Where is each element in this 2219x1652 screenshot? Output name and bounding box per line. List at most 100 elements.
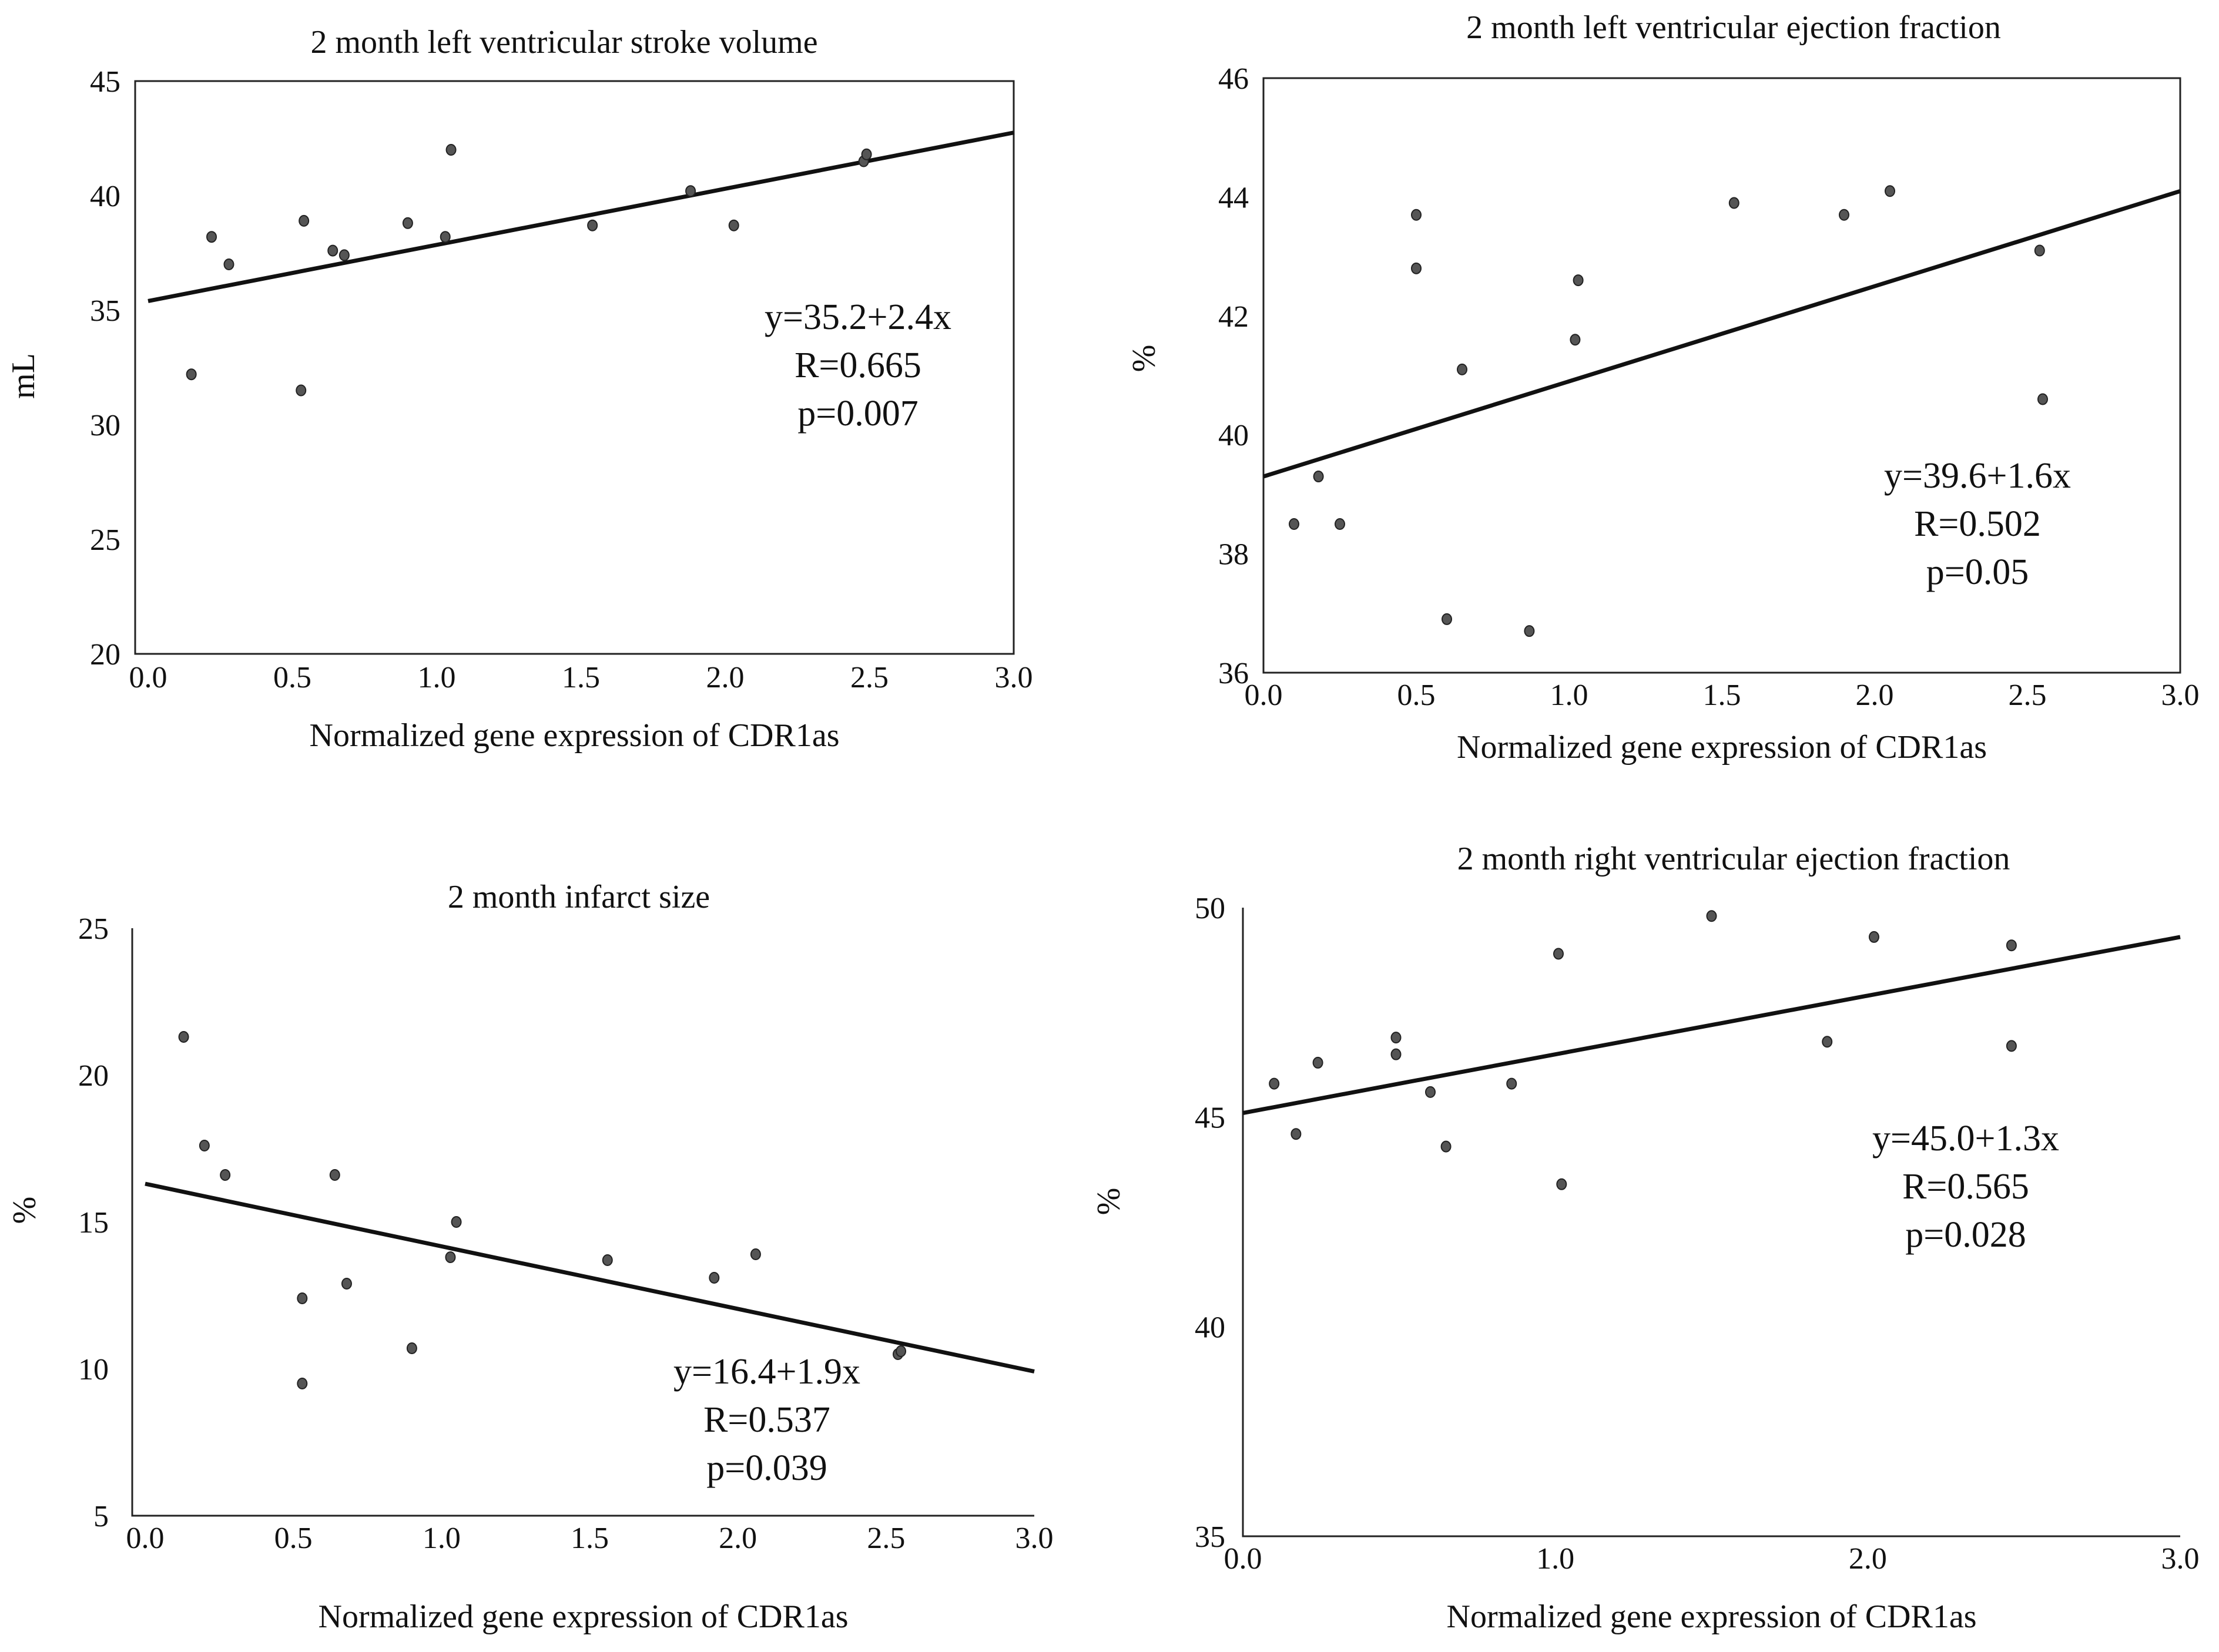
x-tick-label: 3.0: [1015, 1522, 1054, 1555]
x-tick-label: 0.5: [273, 661, 311, 694]
data-point: [1312, 1056, 1323, 1069]
x-tick-label: 2.5: [867, 1522, 905, 1555]
data-point: [1573, 274, 1584, 287]
data-point: [1289, 518, 1299, 530]
y-axis-label: %: [1091, 1188, 1127, 1216]
data-point: [1411, 262, 1422, 274]
data-point: [1506, 1077, 1517, 1090]
y-tick-label: 40: [90, 180, 120, 213]
data-point: [2006, 1040, 2017, 1052]
chart-title: 2 month right ventricular ejection fract…: [1457, 841, 2010, 877]
data-point: [299, 214, 310, 227]
data-point: [440, 231, 451, 243]
chart-panel-1: 2 month left ventricular stroke volume 45…: [5, 24, 1033, 754]
data-point: [220, 1169, 231, 1181]
regression-annotation: R=0.537: [703, 1400, 830, 1440]
data-point: [728, 219, 739, 231]
data-point: [1570, 334, 1581, 346]
x-tick-label: 2.0: [1849, 1542, 1887, 1576]
y-tick-label: 38: [1218, 538, 1249, 572]
y-axis-label: %: [6, 1197, 43, 1224]
data-point: [338, 249, 350, 261]
y-tick-label: 10: [78, 1353, 109, 1386]
regression-annotation: y=35.2+2.4x: [765, 297, 951, 337]
chart-title: 2 month infarct size: [448, 879, 710, 915]
y-tick-label: 35: [1195, 1520, 1225, 1554]
data-point: [1868, 931, 1879, 943]
data-point: [297, 1292, 308, 1304]
regression-annotation: p=0.028: [1905, 1215, 2026, 1255]
y-tick-label: 25: [78, 912, 109, 946]
x-tick-label: 0.5: [1397, 679, 1436, 712]
data-point: [199, 1140, 210, 1151]
data-point: [2034, 244, 2045, 257]
x-tick-label: 2.5: [2009, 679, 2047, 712]
y-tick-label: 5: [93, 1500, 109, 1533]
data-point: [1706, 910, 1717, 922]
data-point: [206, 231, 217, 243]
chart-panel-3: 2 month infarct size 25 20 15 10 5 0.0 0.5 1.0 1.…: [6, 879, 1054, 1635]
data-point: [1524, 625, 1535, 637]
x-tick-label: 3.0: [995, 661, 1033, 694]
data-point: [709, 1272, 720, 1284]
data-point: [1313, 471, 1324, 483]
data-point: [1839, 209, 1849, 221]
x-axis-label: Normalized gene expression of CDR1as: [1447, 1599, 1977, 1635]
y-tick-label: 25: [90, 523, 120, 557]
y-axis-label: %: [1126, 345, 1162, 372]
data-point: [1457, 363, 1467, 375]
data-point: [329, 1169, 340, 1181]
data-point: [341, 1278, 352, 1290]
x-tick-label: 3.0: [2161, 1542, 2200, 1576]
plot-axes: [1242, 908, 2180, 1537]
y-tick-label: 44: [1218, 181, 1249, 214]
y-tick-label: 30: [90, 409, 120, 442]
data-point: [327, 244, 338, 257]
data-point: [1553, 948, 1564, 960]
regression-line: [145, 1181, 1035, 1374]
x-tick-label: 1.0: [1536, 1542, 1574, 1576]
data-point: [602, 1254, 613, 1266]
data-point: [1335, 518, 1345, 530]
y-tick-label: 45: [1195, 1102, 1225, 1135]
data-point: [1290, 1128, 1302, 1140]
data-point: [1411, 209, 1422, 221]
data-point: [445, 144, 457, 156]
data-point: [1556, 1178, 1567, 1190]
data-point: [178, 1031, 189, 1043]
chart-panel-2: 2 month left ventricular ejection fracti…: [1126, 9, 2200, 765]
data-point: [445, 1251, 456, 1263]
regression-annotation: y=16.4+1.9x: [673, 1352, 860, 1392]
x-tick-label: 3.0: [2161, 679, 2200, 712]
regression-line: [148, 130, 1014, 303]
data-point: [2037, 393, 2048, 405]
data-point: [896, 1345, 907, 1357]
y-tick-label: 36: [1218, 657, 1249, 690]
chart-panel-4: 2 month right ventricular ejection fract…: [1091, 841, 2200, 1635]
data-point: [296, 384, 307, 397]
data-point: [451, 1216, 462, 1228]
data-point: [1425, 1086, 1436, 1098]
y-tick-label: 42: [1218, 300, 1249, 334]
x-tick-label: 1.0: [1550, 679, 1588, 712]
data-point: [1390, 1032, 1402, 1044]
regression-annotation: y=45.0+1.3x: [1872, 1119, 2059, 1159]
x-tick-label: 1.5: [562, 661, 600, 694]
x-tick-label: 1.5: [571, 1522, 609, 1555]
y-tick-label: 20: [78, 1059, 109, 1093]
data-point: [1822, 1036, 1833, 1048]
regression-annotation: R=0.502: [1914, 504, 2041, 544]
data-point: [402, 217, 413, 229]
data-point: [1728, 197, 1739, 209]
data-point: [223, 258, 234, 270]
regression-annotation: y=39.6+1.6x: [1884, 456, 2071, 496]
x-tick-label: 1.0: [423, 1522, 461, 1555]
data-point: [861, 148, 872, 160]
x-tick-label: 0.0: [126, 1522, 165, 1555]
data-point: [1269, 1077, 1280, 1090]
regression-annotation: R=0.665: [795, 345, 921, 385]
x-tick-label: 1.5: [1703, 679, 1741, 712]
x-axis-label: Normalized gene expression of CDR1as: [310, 717, 840, 754]
x-tick-label: 2.0: [1856, 679, 1894, 712]
